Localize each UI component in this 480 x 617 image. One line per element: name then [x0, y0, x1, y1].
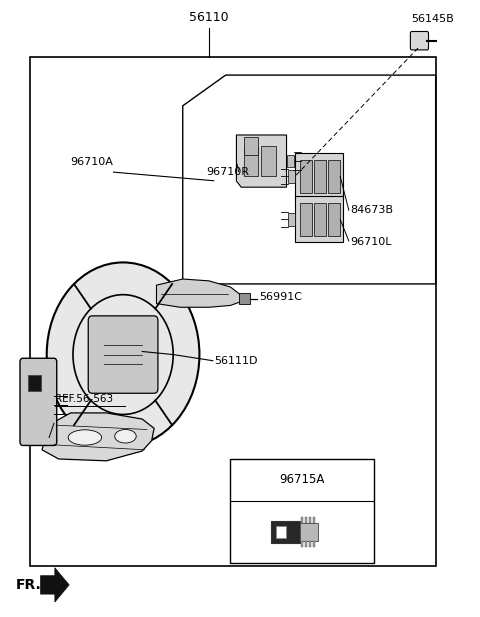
- Bar: [300, 202, 312, 236]
- Bar: [312, 540, 315, 547]
- Polygon shape: [237, 135, 287, 187]
- Text: 96710L: 96710L: [350, 237, 391, 247]
- Bar: [328, 202, 340, 236]
- Polygon shape: [40, 568, 69, 602]
- Bar: [261, 146, 276, 176]
- Bar: [239, 293, 250, 304]
- Bar: [305, 517, 307, 523]
- Bar: [28, 375, 41, 391]
- Bar: [301, 517, 303, 523]
- Text: 96715A: 96715A: [279, 473, 325, 486]
- Polygon shape: [295, 196, 343, 242]
- Text: FR.: FR.: [16, 578, 41, 592]
- Bar: [230, 459, 373, 563]
- Bar: [305, 540, 307, 547]
- Bar: [276, 526, 286, 538]
- Bar: [243, 146, 258, 176]
- FancyBboxPatch shape: [88, 316, 158, 393]
- Bar: [300, 160, 312, 193]
- Text: 56110: 56110: [189, 11, 229, 24]
- Text: 56111D: 56111D: [214, 356, 257, 366]
- Text: 96710A: 96710A: [71, 157, 113, 167]
- Bar: [271, 521, 300, 543]
- Polygon shape: [156, 279, 242, 307]
- Bar: [314, 202, 326, 236]
- Bar: [312, 517, 315, 523]
- Bar: [288, 170, 295, 183]
- Ellipse shape: [115, 429, 136, 443]
- Bar: [328, 160, 340, 193]
- Bar: [288, 213, 295, 226]
- Bar: [309, 517, 311, 523]
- Bar: [30, 57, 436, 566]
- Bar: [309, 540, 311, 547]
- Polygon shape: [295, 154, 343, 199]
- Text: 56145B: 56145B: [411, 14, 454, 24]
- Ellipse shape: [68, 430, 102, 445]
- Text: 56991C: 56991C: [259, 292, 302, 302]
- Ellipse shape: [47, 262, 199, 447]
- Polygon shape: [42, 413, 154, 461]
- FancyBboxPatch shape: [410, 31, 429, 50]
- Bar: [314, 160, 326, 193]
- Bar: [243, 136, 258, 155]
- Text: 84673B: 84673B: [350, 205, 393, 215]
- Text: REF.56-563: REF.56-563: [55, 394, 113, 404]
- Bar: [301, 540, 303, 547]
- Bar: [287, 155, 294, 167]
- FancyBboxPatch shape: [20, 358, 57, 445]
- Ellipse shape: [73, 295, 173, 415]
- Bar: [300, 523, 318, 540]
- Text: 96710R: 96710R: [206, 167, 250, 176]
